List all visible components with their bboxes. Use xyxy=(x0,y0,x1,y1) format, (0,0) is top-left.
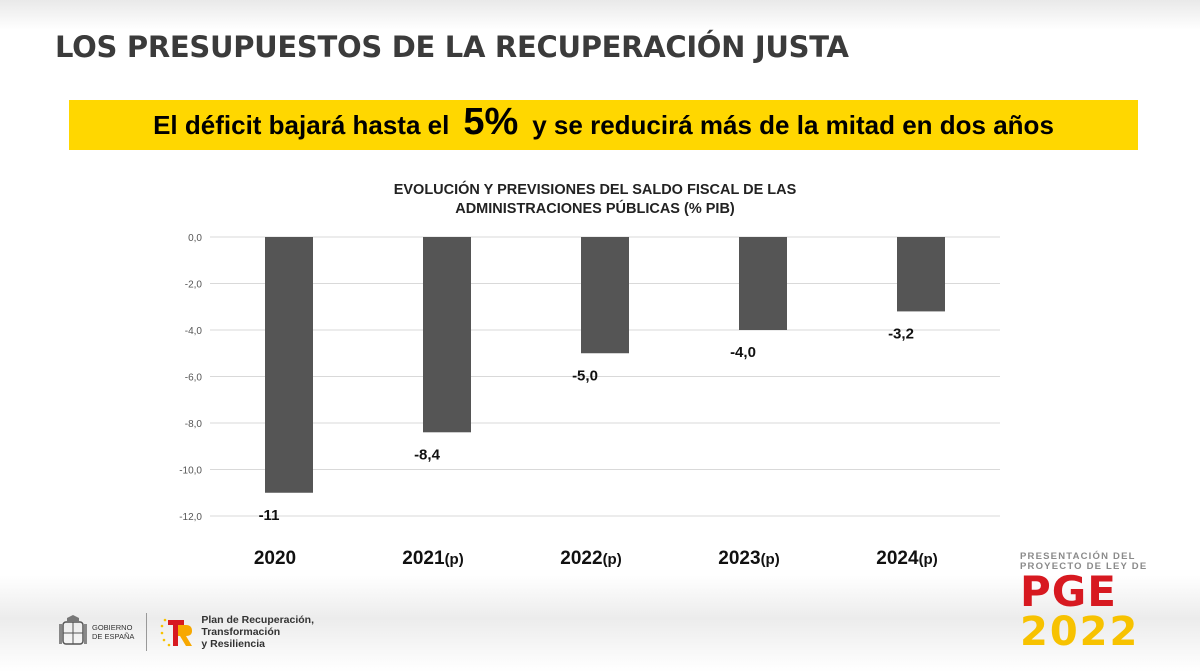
y-tick-label: 0,0 xyxy=(188,233,202,244)
pge-caption-line-2: PROYECTO DE LEY DE xyxy=(1020,561,1148,572)
gobierno-espana-logo: GOBIERNO DE ESPAÑA Plan de Recuperación,… xyxy=(58,612,314,652)
data-label: -11 xyxy=(259,507,280,524)
banner-text-after: y se reducirá más de la mitad en dos año… xyxy=(532,109,1054,140)
headline-banner: El déficit bajará hasta el 5% y se reduc… xyxy=(69,100,1138,150)
chart-title-line-1: EVOLUCIÓN Y PREVISIONES DEL SALDO FISCAL… xyxy=(393,182,797,198)
plan-line-3: y Resiliencia xyxy=(201,638,265,650)
gov-label-line-1: GOBIERNO xyxy=(92,623,133,632)
y-tick-label: -12,0 xyxy=(179,512,202,523)
plan-line-1: Plan de Recuperación, xyxy=(201,614,314,626)
pge-2022-logo: PRESENTACIÓN DEL PROYECTO DE LEY DE PGE … xyxy=(1020,552,1170,662)
bottom-decorative-band xyxy=(0,575,1200,672)
data-label: -4,0 xyxy=(730,344,756,361)
y-tick-label: -4,0 xyxy=(185,326,203,337)
pge-year: 2022 xyxy=(1020,609,1140,655)
y-tick-label: -10,0 xyxy=(179,466,202,477)
gov-label-line-2: DE ESPAÑA xyxy=(92,632,135,641)
bar xyxy=(739,237,787,330)
x-tick-label: 2023(p) xyxy=(718,548,779,569)
coat-of-arms-icon xyxy=(59,615,87,645)
x-tick-label: 2024(p) xyxy=(876,548,937,569)
chart-title-line-2: ADMINISTRACIONES PÚBLICAS (% PIB) xyxy=(455,201,735,217)
banner-highlight: 5% xyxy=(463,100,519,143)
y-tick-label: -2,0 xyxy=(185,280,203,291)
plan-recuperacion-tr-icon xyxy=(161,618,193,647)
banner-text-before: El déficit bajará hasta el xyxy=(153,109,450,140)
data-label: -3,2 xyxy=(888,325,914,342)
chart-title: EVOLUCIÓN Y PREVISIONES DEL SALDO FISCAL… xyxy=(290,181,900,219)
x-tick-label: 2020 xyxy=(254,548,296,569)
page-title: LOS PRESUPUESTOS DE LA RECUPERACIÓN JUST… xyxy=(55,30,849,64)
top-decorative-band xyxy=(0,0,1200,30)
plan-line-2: Transformación xyxy=(201,626,281,638)
data-label: -5,0 xyxy=(572,367,598,384)
data-label: -8,4 xyxy=(414,446,441,463)
bar xyxy=(265,237,313,493)
pge-caption-line-1: PRESENTACIÓN DEL xyxy=(1020,551,1136,562)
x-tick-label: 2022(p) xyxy=(560,548,621,569)
bar xyxy=(581,237,629,354)
bar xyxy=(897,237,945,312)
y-tick-label: -8,0 xyxy=(185,419,203,430)
bar-chart: 0,0 -2,0 -4,0 -6,0 -8,0 -10,0 -12,0 -11 2020 -8,4… xyxy=(179,233,1000,569)
y-tick-label: -6,0 xyxy=(185,373,203,384)
logo-divider xyxy=(146,613,148,651)
bar xyxy=(423,237,471,433)
x-tick-label: 2021(p) xyxy=(402,548,463,569)
pge-name: PGE xyxy=(1020,567,1117,616)
